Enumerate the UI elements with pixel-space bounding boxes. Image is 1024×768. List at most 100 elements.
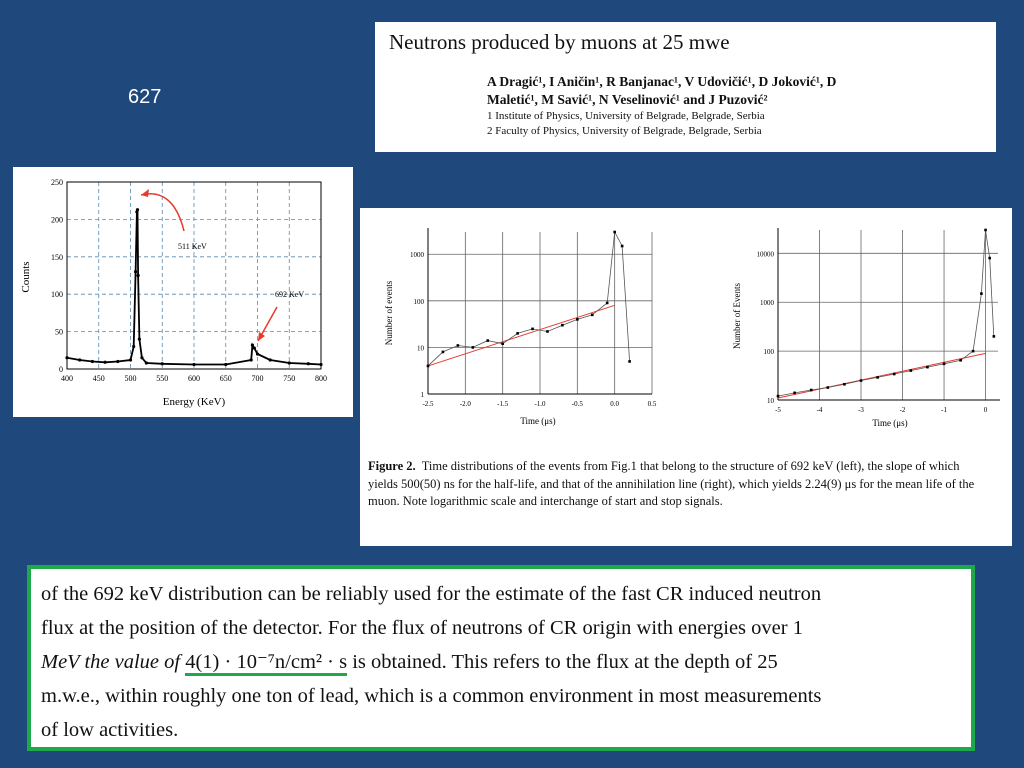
right-xtick-label: -2: [900, 406, 906, 414]
right-point: [988, 256, 991, 260]
left-point: [628, 360, 631, 363]
left-ytick-label: 1: [421, 391, 425, 399]
spectrum-point: [137, 337, 141, 341]
quote-line-1: of the 692 keV distribution can be relia…: [41, 583, 822, 605]
left-point: [471, 346, 475, 349]
spectrum-point: [268, 358, 272, 362]
right-xtick-label: -4: [817, 406, 823, 414]
spectrum-point: [65, 356, 69, 360]
spectrum-ytick-label: 150: [51, 253, 63, 262]
spectrum-point: [128, 358, 133, 362]
right-ytick-label: 100: [764, 348, 775, 356]
right-fit-line: [777, 352, 986, 399]
spectrum-xtick-label: 750: [283, 374, 295, 383]
right-point: [809, 388, 813, 392]
right-point: [984, 228, 987, 232]
right-ylabel: Number of Events: [732, 283, 742, 349]
figure-2: -2.5 -2.0 -1.5 -1.0 -0.5 0.0 0.5 1 10 100 1000 Ti…: [360, 208, 1012, 546]
spectrum-ytick-label: 0: [59, 365, 63, 374]
left-point: [441, 350, 445, 354]
spectrum-point: [103, 360, 107, 364]
left-point: [620, 244, 624, 248]
caption-text: Time distributions of the events from Fi…: [368, 459, 975, 508]
right-point: [793, 391, 796, 395]
arrow-511-head: [141, 189, 149, 197]
spectrum-point: [116, 359, 120, 364]
spectrum-xtick-label: 400: [61, 374, 73, 383]
spectrum-point: [140, 356, 144, 360]
spectrum-xtick-label: 800: [315, 374, 327, 383]
quote-line-3-pre: MeV the value of: [41, 651, 186, 673]
spectrum-ylabel: Counts: [20, 261, 32, 292]
right-xtick-label: -1: [941, 406, 947, 414]
spectrum-point: [90, 359, 94, 364]
left-ylabel: Number of events: [384, 280, 394, 345]
left-xtick-label: -0.5: [572, 400, 584, 408]
paper-header: Neutrons produced by muons at 25 mwe A D…: [375, 22, 996, 152]
left-point: [531, 327, 534, 331]
authors-line-1: A Dragić¹, I Aničin¹, R Banjanac¹, V Udo…: [487, 74, 837, 89]
left-point: [426, 364, 430, 368]
spectrum-xtick-label: 650: [220, 374, 232, 383]
annotation-692: 692 KeV: [275, 290, 304, 299]
right-point: [776, 394, 780, 398]
right-series: [777, 229, 995, 397]
spectrum-point: [132, 344, 136, 349]
right-point: [843, 382, 846, 386]
spectrum-point: [287, 361, 291, 365]
spectrum-xtick-label: 550: [156, 374, 168, 383]
spectrum-ytick-label: 250: [51, 178, 63, 187]
left-xtick-label: -1.0: [534, 400, 546, 408]
spectrum-ytick-label: 200: [51, 215, 63, 224]
left-ytick-label: 10: [417, 344, 425, 352]
right-point: [971, 349, 975, 353]
spectrum-xtick-label: 700: [252, 374, 264, 383]
spectrum-xtick-label: 500: [125, 374, 137, 383]
left-point: [501, 342, 504, 346]
spectrum-point: [249, 358, 253, 362]
left-xlabel: Time (μs): [520, 416, 555, 426]
paper-authors: A Dragić¹, I Aničin¹, R Banjanac¹, V Udo…: [487, 73, 982, 109]
spectrum-point: [135, 208, 140, 212]
left-xtick-label: -2.5: [422, 400, 434, 408]
right-xtick-label: 0: [984, 406, 988, 414]
left-xtick-label: -2.0: [460, 400, 472, 408]
spectrum-point: [255, 352, 260, 356]
left-point: [546, 330, 549, 333]
affiliation-2: 2 Faculty of Physics, University of Belg…: [487, 125, 762, 137]
spectrum-point: [192, 362, 196, 367]
right-point: [959, 358, 962, 362]
spectrum-point: [78, 358, 82, 362]
left-point: [561, 323, 564, 327]
spectrum-ytick-label: 50: [55, 328, 63, 337]
left-fit-line: [427, 304, 615, 367]
spectrum-point: [224, 362, 228, 367]
right-point: [980, 292, 983, 295]
right-point: [909, 369, 913, 372]
spectrum-ytick-label: 100: [51, 290, 63, 299]
left-series: [427, 230, 630, 367]
spectrum-point: [252, 346, 256, 350]
right-xlabel: Time (μs): [872, 418, 907, 428]
spectrum-xtick-label: 450: [93, 374, 105, 383]
annotation-511: 511 KeV: [178, 242, 207, 251]
left-ytick-label: 1000: [410, 251, 425, 259]
right-point: [876, 376, 879, 379]
spectrum-point: [160, 362, 164, 366]
right-point: [926, 365, 929, 369]
spectrum-xlabel: Energy (KeV): [163, 396, 226, 408]
spectrum-point: [319, 362, 323, 367]
spectrum-point: [144, 361, 148, 365]
right-ytick-label: 1000: [760, 299, 775, 307]
right-ytick-label: 10000: [757, 250, 775, 258]
quote-line-2: flux at the position of the detector. Fo…: [41, 617, 803, 639]
slide-number: 627: [128, 86, 162, 108]
right-point: [992, 335, 996, 338]
authors-line-2: Maletić¹, M Savić¹, N Veselinović¹ and J…: [487, 92, 768, 107]
quote-line-3: MeV the value of 4(1) · 10⁻⁷n/cm² · s is…: [41, 645, 961, 679]
spectrum-point: [250, 343, 255, 347]
spectrum-point: [136, 273, 140, 278]
left-point: [576, 318, 579, 321]
highlighted-quote: of the 692 keV distribution can be relia…: [27, 565, 975, 751]
